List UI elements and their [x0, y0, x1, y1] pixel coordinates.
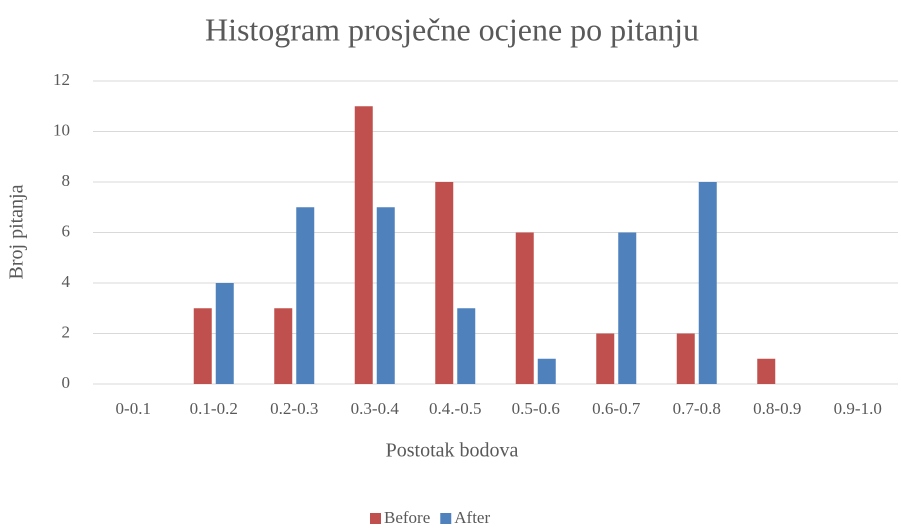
bar [537, 358, 556, 384]
bar [296, 207, 315, 384]
x-tick-label: 0.4.-0.5 [429, 399, 481, 418]
x-tick-label: 0.6-0.7 [592, 399, 641, 418]
legend-swatch [440, 513, 452, 524]
legend-label: Before [384, 508, 430, 527]
bar [515, 232, 534, 384]
y-tick-label: 2 [62, 322, 71, 341]
y-tick-label: 4 [62, 272, 71, 291]
y-tick-label: 8 [62, 171, 71, 190]
y-axis-label: Broj pitanja [6, 184, 28, 279]
x-tick-label: 0-0.1 [116, 399, 151, 418]
y-tick-label: 6 [62, 221, 71, 240]
y-tick-label: 10 [53, 120, 70, 139]
bar [193, 308, 212, 384]
legend-label: After [454, 508, 490, 527]
x-tick-label: 0.2-0.3 [270, 399, 318, 418]
x-tick-label: 0.5-0.6 [512, 399, 560, 418]
bar [274, 308, 293, 384]
bar [215, 283, 234, 384]
x-tick-label: 0.3-0.4 [351, 399, 400, 418]
bar [676, 333, 695, 384]
bar [618, 232, 637, 384]
y-tick-label: 0 [62, 373, 71, 392]
x-tick-label: 0.7-0.8 [673, 399, 721, 418]
x-tick-label: 0.1-0.2 [190, 399, 238, 418]
bar [376, 207, 395, 384]
x-tick-label: 0.8-0.9 [753, 399, 801, 418]
bar [435, 182, 454, 384]
bar [354, 106, 373, 384]
bar [457, 308, 476, 384]
x-axis-label: Postotak bodova [386, 440, 519, 462]
legend-swatch [370, 513, 381, 524]
bar [698, 182, 717, 384]
x-tick-label: 0.9-1.0 [834, 399, 882, 418]
chart-title: Histogram prosječne ocjene po pitanju [205, 11, 699, 47]
bar [596, 333, 615, 384]
bar [757, 358, 776, 384]
y-tick-label: 12 [53, 70, 70, 89]
